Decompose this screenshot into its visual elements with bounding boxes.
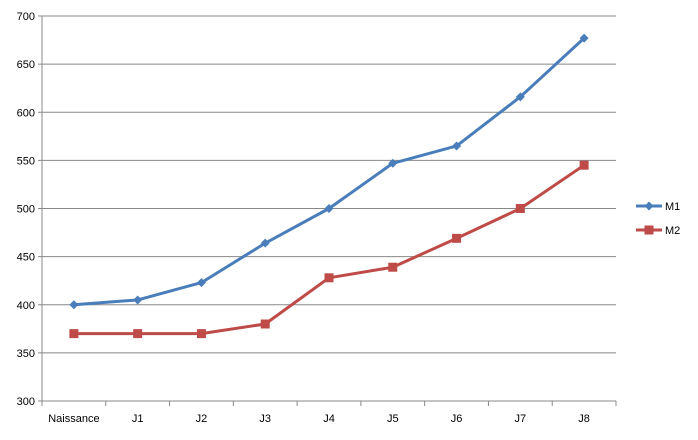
x-tick-label: J4 [323,413,335,425]
legend-item-m1: M1 [636,201,680,213]
y-tick-label: 400 [17,300,35,312]
data-point [133,329,143,339]
y-tick-label: 550 [17,155,35,167]
series-line [72,36,586,307]
data-point [260,319,270,329]
series-m1 [69,33,589,310]
series-m2 [69,160,589,339]
data-point [196,278,206,288]
data-point [452,233,462,243]
data-point [324,273,334,283]
series-layer [69,33,589,339]
legend-marker [644,201,654,211]
x-tick-label: Naissance [48,413,99,425]
data-point [388,262,398,272]
y-tick-label: 500 [17,204,35,216]
y-tick-label: 700 [17,11,35,23]
data-point [260,238,270,248]
x-tick-label: J1 [132,413,144,425]
x-tick-label: J6 [451,413,463,425]
x-tick-label: J7 [515,413,527,425]
data-point [515,92,525,102]
x-tick-label: J5 [387,413,399,425]
x-axis-tick-labels: Naissance J1 J2 J3 J4 J5 J6 J7 J8 [48,413,590,425]
data-point [452,141,462,151]
x-tick-label: J2 [196,413,208,425]
series-line [72,163,586,336]
data-point [579,160,589,170]
data-point [69,329,79,339]
data-point [515,204,525,213]
data-point [324,204,334,213]
legend: M1 M2 [636,201,680,237]
data-point [196,329,206,339]
x-tick-label: J8 [578,413,590,425]
y-axis-tick-labels: 300 350 400 450 500 550 600 650 700 [17,11,35,408]
data-point [388,158,398,168]
x-tick-label: J3 [259,413,271,425]
legend-label: M1 [665,201,680,213]
axes [38,15,617,406]
y-tick-label: 650 [17,59,35,71]
y-tick-label: 450 [17,252,35,264]
data-point [69,300,79,310]
y-tick-label: 600 [17,107,35,119]
data-point [579,33,589,43]
legend-item-m2: M2 [636,225,680,237]
legend-marker [644,225,654,235]
y-tick-label: 300 [17,396,35,408]
y-tick-label: 350 [17,348,35,360]
data-point [133,295,143,305]
legend-label: M2 [665,225,680,237]
gridlines [42,15,616,354]
